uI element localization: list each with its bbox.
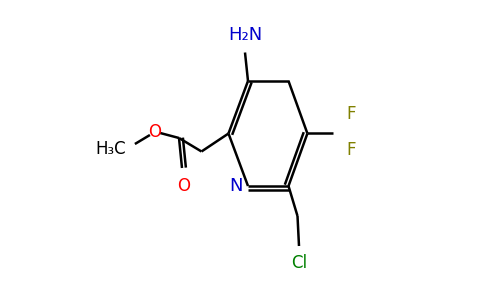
Text: H₂N: H₂N xyxy=(228,26,262,44)
Text: H₃C: H₃C xyxy=(95,140,126,158)
Text: F: F xyxy=(347,141,356,159)
Text: F: F xyxy=(347,105,356,123)
Text: O: O xyxy=(148,123,161,141)
Text: Cl: Cl xyxy=(291,254,307,272)
Text: O: O xyxy=(177,177,190,195)
Text: N: N xyxy=(229,177,242,195)
